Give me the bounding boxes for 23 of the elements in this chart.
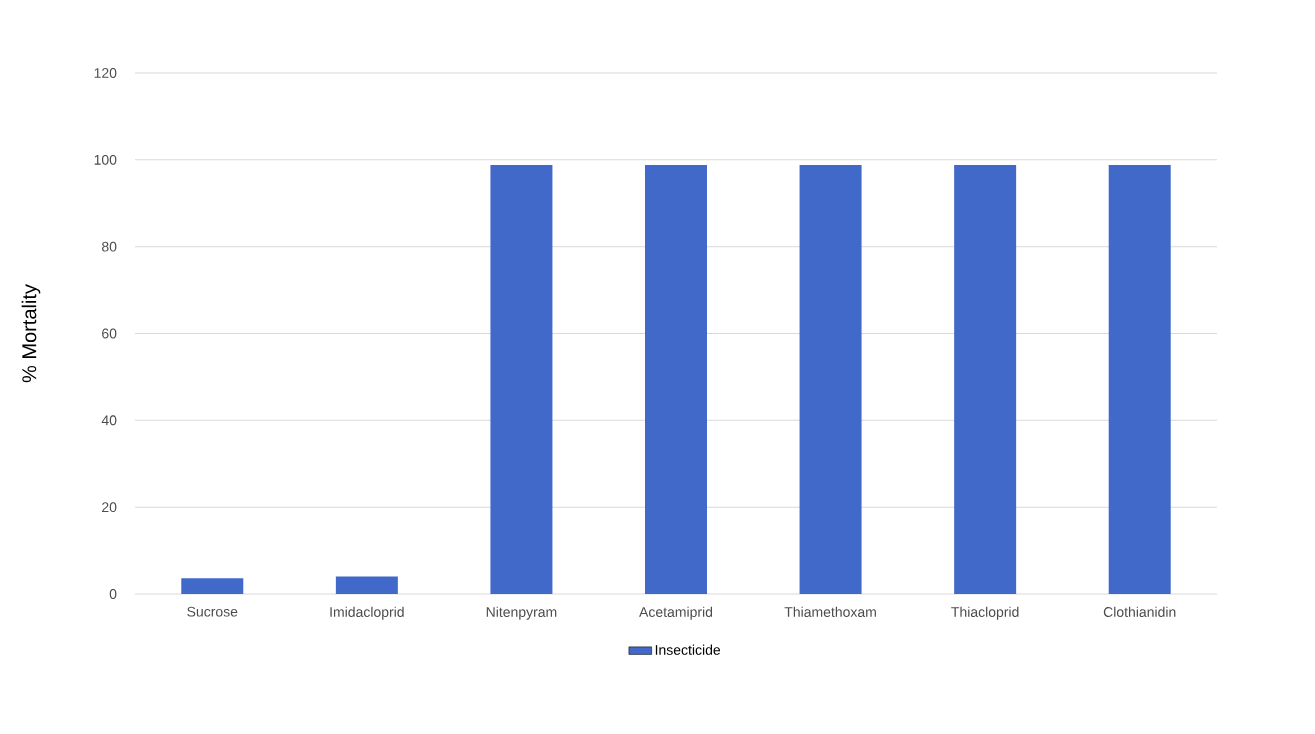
x-tick-label: Thiacloprid [951,606,1019,620]
y-tick-label: 40 [101,415,117,426]
legend-label: Insecticide [655,644,721,655]
y-tick-label: 20 [102,502,117,513]
y-axis-title: % Mortality [21,284,41,383]
x-tick-label: Thiamethoxam [784,606,876,617]
bar [181,578,244,594]
x-tick-label: Imidacloprid [330,606,404,620]
y-tick-label: 60 [102,328,117,339]
bar [335,576,398,594]
y-tick-label: 100 [94,154,117,165]
bar [490,165,553,594]
bar [645,165,707,594]
bar [1108,165,1171,594]
x-tick-label: Nitenpyram [486,606,557,620]
y-tick-label: 120 [94,68,117,78]
x-tick-label: Clothianidin [1103,606,1176,617]
y-tick-label: 0 [109,589,117,599]
bar [799,165,862,594]
x-tick-label: Acetamiprid [639,606,713,620]
y-tick-label: 80 [102,241,117,252]
bar [954,165,1017,594]
x-tick-label: Sucrose [187,606,238,617]
